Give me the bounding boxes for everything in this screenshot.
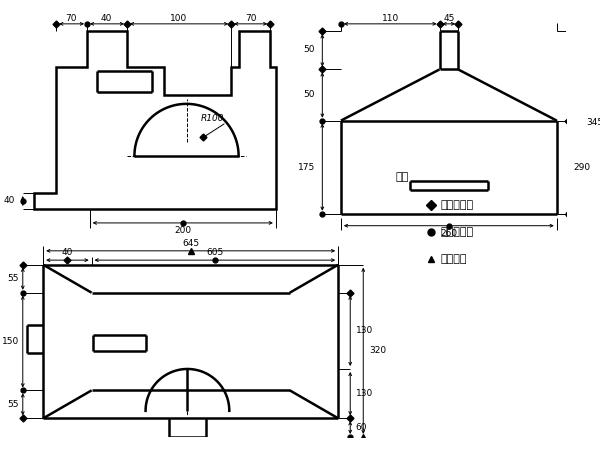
Text: 100: 100 bbox=[170, 14, 188, 23]
Text: 290: 290 bbox=[574, 162, 590, 171]
Text: 为定位尺寸: 为定位尺寸 bbox=[440, 227, 473, 237]
Text: R100: R100 bbox=[200, 114, 224, 123]
Text: 130: 130 bbox=[356, 389, 373, 398]
Text: 为定形尺寸: 为定形尺寸 bbox=[440, 199, 473, 210]
Text: 130: 130 bbox=[356, 326, 373, 335]
Text: 55: 55 bbox=[8, 400, 19, 409]
Text: 55: 55 bbox=[8, 274, 19, 283]
Text: 50: 50 bbox=[304, 45, 315, 54]
Text: 70: 70 bbox=[65, 14, 77, 23]
Text: 注：: 注： bbox=[396, 172, 409, 182]
Text: 175: 175 bbox=[298, 162, 315, 171]
Text: 60: 60 bbox=[356, 423, 367, 432]
Text: 40: 40 bbox=[4, 196, 16, 205]
Text: 345: 345 bbox=[587, 118, 600, 127]
Text: 45: 45 bbox=[443, 14, 455, 23]
Text: 50: 50 bbox=[304, 90, 315, 99]
Text: 200: 200 bbox=[174, 226, 191, 235]
Text: 260: 260 bbox=[440, 229, 457, 238]
Text: 40: 40 bbox=[101, 14, 112, 23]
Text: 605: 605 bbox=[206, 248, 224, 257]
Text: 150: 150 bbox=[2, 337, 19, 346]
Text: 645: 645 bbox=[182, 239, 199, 248]
Text: 110: 110 bbox=[382, 14, 399, 23]
Text: 为总尺寸: 为总尺寸 bbox=[440, 254, 467, 264]
Text: 40: 40 bbox=[62, 248, 73, 257]
Text: 320: 320 bbox=[369, 346, 386, 356]
Text: 70: 70 bbox=[245, 14, 256, 23]
